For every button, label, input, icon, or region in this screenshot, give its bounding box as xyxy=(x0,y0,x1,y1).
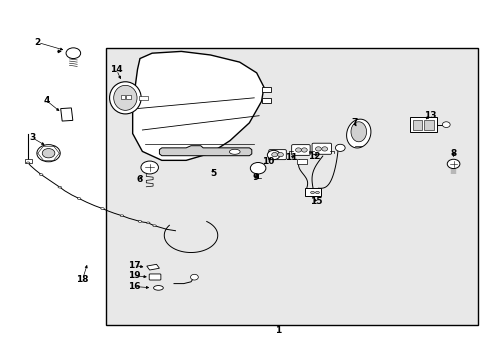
Bar xyxy=(412,120,422,130)
Text: 7: 7 xyxy=(350,118,357,127)
Bar xyxy=(126,95,130,99)
FancyBboxPatch shape xyxy=(311,143,331,154)
Bar xyxy=(25,159,31,163)
Circle shape xyxy=(37,145,60,162)
Circle shape xyxy=(335,144,345,152)
Ellipse shape xyxy=(101,208,104,210)
FancyBboxPatch shape xyxy=(149,274,161,280)
Circle shape xyxy=(267,150,280,159)
Text: 17: 17 xyxy=(127,261,140,270)
Bar xyxy=(120,95,124,99)
Ellipse shape xyxy=(114,85,137,111)
Polygon shape xyxy=(261,87,271,93)
Text: 3: 3 xyxy=(29,133,36,142)
Circle shape xyxy=(42,149,55,158)
Polygon shape xyxy=(146,264,159,270)
FancyBboxPatch shape xyxy=(268,150,286,159)
Text: 4: 4 xyxy=(43,96,50,105)
Circle shape xyxy=(301,148,306,152)
Ellipse shape xyxy=(40,174,43,176)
Ellipse shape xyxy=(120,215,123,217)
Text: 9: 9 xyxy=(252,173,259,182)
Text: 14: 14 xyxy=(110,66,122,75)
FancyBboxPatch shape xyxy=(291,145,309,156)
Text: 13: 13 xyxy=(423,111,436,120)
Circle shape xyxy=(321,147,327,151)
Circle shape xyxy=(66,48,81,59)
Bar xyxy=(305,188,320,196)
Ellipse shape xyxy=(58,186,61,188)
Text: 15: 15 xyxy=(309,197,322,206)
Circle shape xyxy=(277,153,283,157)
Polygon shape xyxy=(350,122,366,142)
Ellipse shape xyxy=(315,192,319,194)
Text: 18: 18 xyxy=(76,275,89,284)
Polygon shape xyxy=(346,119,370,148)
Text: 1: 1 xyxy=(275,326,281,335)
Text: 10: 10 xyxy=(261,157,273,166)
Text: 2: 2 xyxy=(35,38,41,47)
Ellipse shape xyxy=(138,221,142,222)
Bar xyxy=(106,48,477,325)
Text: 5: 5 xyxy=(209,169,216,178)
Ellipse shape xyxy=(153,225,156,226)
Ellipse shape xyxy=(153,285,163,290)
Ellipse shape xyxy=(310,192,314,194)
Polygon shape xyxy=(159,146,251,156)
Circle shape xyxy=(141,161,158,174)
Text: 6: 6 xyxy=(136,175,142,184)
Ellipse shape xyxy=(77,198,81,199)
Circle shape xyxy=(315,147,321,151)
Circle shape xyxy=(250,162,265,174)
Circle shape xyxy=(442,122,449,127)
Polygon shape xyxy=(261,98,271,103)
Circle shape xyxy=(447,159,459,168)
Bar xyxy=(61,108,73,121)
Circle shape xyxy=(271,153,277,157)
Circle shape xyxy=(190,274,198,280)
Ellipse shape xyxy=(229,149,240,154)
Text: 19: 19 xyxy=(127,271,140,280)
Ellipse shape xyxy=(26,162,30,164)
Text: 16: 16 xyxy=(128,282,140,291)
Ellipse shape xyxy=(109,82,141,114)
Ellipse shape xyxy=(146,222,150,224)
Bar xyxy=(423,120,433,130)
Text: 12: 12 xyxy=(307,152,320,161)
Bar xyxy=(139,96,147,100)
Text: 8: 8 xyxy=(449,149,456,158)
Bar xyxy=(409,117,436,132)
Polygon shape xyxy=(132,51,264,160)
Circle shape xyxy=(295,148,301,152)
Bar xyxy=(296,158,306,164)
Text: 11: 11 xyxy=(285,153,297,162)
